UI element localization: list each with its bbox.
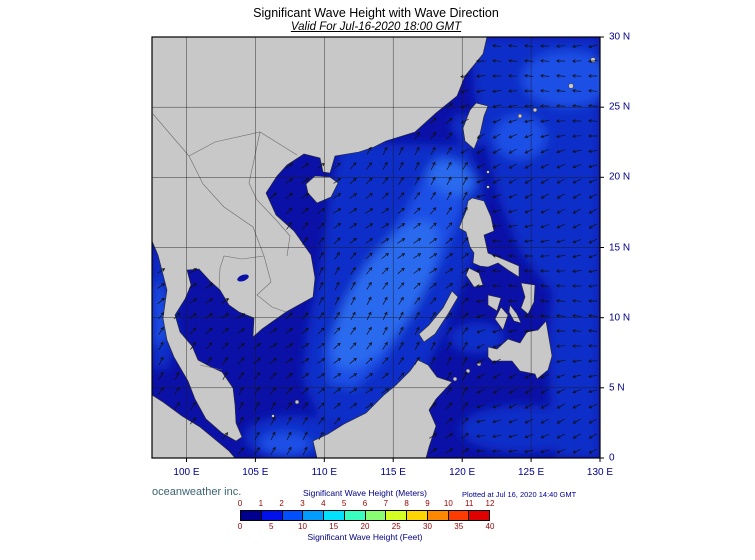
lon-tick-label: 120 E [449, 467, 476, 478]
credit-text: oceanweather inc. [152, 486, 242, 498]
colorbar-tick-label: 5 [269, 522, 274, 531]
land-sumatra [152, 394, 236, 458]
country-borders [152, 113, 298, 371]
colorbar-segment [241, 511, 262, 520]
map-svg [151, 36, 604, 462]
land-mindanao [487, 320, 553, 380]
colorbar-tick-label: 6 [362, 499, 368, 508]
colorbar-tick-label: 15 [329, 522, 339, 531]
land-luzon [458, 197, 520, 278]
colorbar-segment [427, 511, 449, 520]
land-panay [487, 294, 502, 312]
page-title: Significant Wave Height with Wave Direct… [253, 6, 499, 20]
land-samar-leyte [520, 282, 536, 315]
colorbar-tick-label: 5 [341, 499, 347, 508]
lat-tick-label: 10 N [609, 312, 631, 324]
colorbar-gradient-bar [240, 510, 490, 521]
colorbar-meters-ticks: 0 1 2 3 4 5 6 7 8 9 10 11 12 [237, 499, 495, 509]
colorbar-tick-label: 12 [485, 499, 495, 508]
wave-direction-arrows [157, 44, 598, 455]
land-negros [494, 306, 509, 331]
colorbar-segment [469, 511, 489, 520]
lon-tick-label: 105 E [242, 467, 269, 478]
colorbar-tick-label: 0 [237, 499, 243, 508]
lat-tick-label: 25 N [609, 101, 631, 113]
land-palawan [418, 290, 459, 343]
colorbar-segment [261, 511, 283, 520]
lat-tick-label: 0 [609, 452, 615, 464]
lat-tick-label: 20 N [609, 171, 631, 183]
valid-time-subtitle: Valid For Jul-16-2020 18:00 GMT [290, 21, 462, 33]
lon-tick-label: 115 E [380, 467, 406, 478]
axis-ticks [186, 36, 604, 462]
colorbar-tick-label: 10 [443, 499, 453, 508]
colorbar-segment [282, 511, 304, 520]
island [486, 185, 490, 189]
colorbar-segment [407, 511, 428, 520]
lon-tick-label: 130 E [586, 467, 614, 478]
land-mainland-asia [152, 37, 488, 442]
colorbar-tick-label: 35 [454, 522, 464, 531]
colorbar-tick-label: 40 [485, 522, 495, 531]
lake [237, 274, 249, 282]
colorbar-tick-label: 3 [300, 499, 305, 508]
colorbar-segment [365, 511, 387, 520]
island [517, 113, 523, 119]
colorbar-segment [386, 511, 407, 520]
lat-tick-label: 30 N [609, 31, 631, 43]
island [294, 399, 300, 405]
lon-tick-label: 100 E [173, 467, 200, 478]
colorbar-segment [344, 511, 366, 520]
colorbar-tick-label: 11 [465, 499, 474, 508]
land-taiwan [462, 102, 489, 150]
lat-tick-label: 15 N [609, 242, 631, 253]
map-area [151, 36, 604, 462]
colorbar-tick-label: 20 [360, 522, 370, 531]
colorbar-meters-title: Significant Wave Height (Meters) [303, 488, 427, 498]
land-hainan [305, 175, 339, 204]
colorbar-tick-label: 9 [425, 499, 430, 508]
island [452, 376, 458, 382]
lat-tick-label: 5 N [609, 382, 625, 394]
colorbar-tick-label: 0 [237, 522, 243, 531]
island [532, 107, 538, 113]
colorbar-tick-label: 2 [279, 499, 284, 508]
colorbar-tick-label: 30 [423, 522, 432, 531]
colorbar-tick-label: 4 [321, 499, 326, 508]
colorbar-tick-label: 7 [383, 499, 389, 508]
colorbar-segment [324, 511, 345, 520]
colorbar-feet-ticks: 0 5 10 15 20 25 30 35 40 [237, 522, 495, 532]
colorbar-tick-label: 8 [404, 499, 409, 508]
colorbar-tick-label: 25 [391, 522, 401, 531]
colorbar-tick-label: 1 [258, 499, 264, 508]
land-cebu [508, 304, 522, 324]
colorbar-segment [448, 511, 470, 520]
lon-tick-label: 110 E [311, 467, 337, 478]
island [271, 414, 275, 418]
map-frame [151, 36, 601, 459]
wave-height-shading [152, 37, 600, 458]
land-borneo [312, 359, 453, 458]
colorbar-tick-label: 10 [298, 522, 307, 531]
lon-tick-label: 125 E [517, 467, 545, 478]
island [568, 83, 574, 89]
colorbar-segment [303, 511, 324, 520]
colorbar-feet-title: Significant Wave Height (Feet) [307, 532, 423, 542]
island [486, 170, 490, 174]
plotted-timestamp: Plotted at Jul 16, 2020 14:40 GMT [462, 490, 577, 499]
